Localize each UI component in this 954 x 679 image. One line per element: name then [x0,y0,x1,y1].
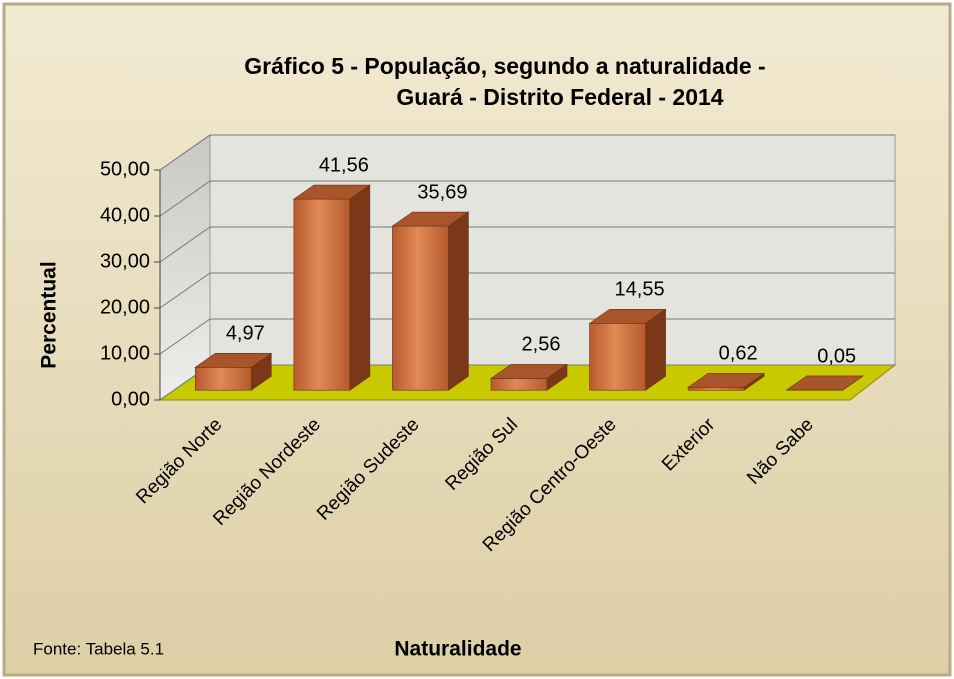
bar-side [349,184,371,391]
y-tick-label: 0,00 [111,388,150,410]
bar-top [194,353,273,368]
data-label: 4,97 [226,323,265,345]
bar [687,372,766,391]
bar-front [194,367,252,391]
bar-front [293,198,351,391]
chart-title: Gráfico 5 - População, segundo a natural… [244,53,765,79]
bar [588,308,667,391]
data-label: 0,62 [719,343,758,365]
bar [490,363,568,391]
bar-side [448,211,469,391]
bar-top [588,308,667,324]
x-axis-label: Naturalidade [394,638,521,661]
bar-front [490,378,548,391]
grid-line [159,180,895,217]
bar-top [785,375,864,391]
y-tick-label: 40,00 [100,204,150,226]
bar-top [687,373,766,388]
grid-line [159,318,895,355]
data-label: 14,55 [615,279,665,301]
bar [391,211,470,391]
y-tick-label: 50,00 [100,158,150,180]
bar [292,184,371,391]
bar-top [391,211,470,227]
bar-front [687,387,745,391]
bar-top [490,364,568,379]
y-tick-label: 10,00 [100,342,150,364]
grid-line [159,226,895,263]
chart-title: Guará - Distrito Federal - 2014 [396,84,723,110]
side-wall [159,134,211,401]
data-label: 41,56 [319,154,369,176]
bar [194,352,273,391]
y-tick-label: 30,00 [100,250,150,272]
bar-front [392,225,449,391]
source-note: Fonte: Tabela 5.1 [33,639,164,658]
grid-line [159,272,895,309]
y-tick-label: 20,00 [100,296,150,318]
bar-front [589,322,646,391]
grid-line [159,134,895,171]
bar [785,375,864,391]
bar-top [292,184,371,200]
data-label: 35,69 [417,181,467,203]
data-label: 2,56 [522,334,561,356]
data-label: 0,05 [817,345,856,367]
y-axis-label: Percentual [38,261,61,368]
